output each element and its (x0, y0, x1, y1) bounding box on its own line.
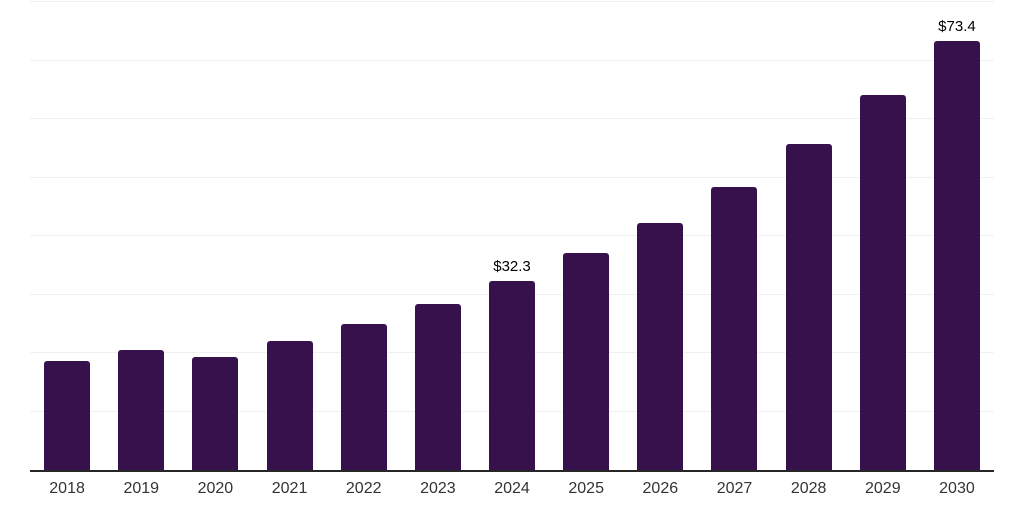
data-label-2030: $73.4 (938, 17, 976, 35)
bar-slot (104, 2, 178, 470)
bar-slot (697, 2, 771, 470)
bar-2026 (637, 222, 684, 470)
x-axis: 2018 2019 2020 2021 2022 2023 2024 2025 2026 2027… (30, 480, 994, 498)
x-tick-2023: 2023 (420, 480, 456, 497)
bar-2025 (563, 253, 610, 470)
bar-slot (623, 2, 697, 470)
bar-2023 (414, 304, 461, 470)
gridline (30, 1, 994, 2)
bar-2018 (44, 361, 91, 470)
bar-slot (178, 2, 252, 470)
gridline (30, 59, 994, 61)
x-tick-2022: 2022 (345, 480, 382, 497)
bar-2027 (711, 186, 758, 470)
x-tick-2026: 2026 (642, 480, 679, 497)
bar-2024 (489, 281, 536, 470)
bar-2022 (340, 324, 387, 470)
bar-slot: $73.4 (920, 2, 994, 470)
x-tick-2025: 2025 (568, 480, 604, 497)
bar-slot (401, 2, 475, 470)
x-tick-2024: 2024 (494, 480, 530, 497)
bar-slot (549, 2, 623, 470)
bar-2021 (266, 341, 313, 470)
gridline (30, 235, 994, 236)
x-tick-2019: 2019 (123, 480, 160, 497)
gridline (30, 176, 994, 178)
bar-2020 (192, 356, 239, 470)
x-tick-2027: 2027 (716, 480, 753, 497)
bars-container: $32.3 $73.4 (30, 2, 994, 470)
plot-area: $32.3 $73.4 (30, 1, 994, 472)
bar-slot (30, 2, 104, 470)
bar-2029 (859, 95, 906, 470)
bar-slot: $32.3 (475, 2, 549, 470)
x-tick-2029: 2029 (865, 480, 901, 497)
bar-2030 (933, 40, 980, 470)
gridline (30, 118, 994, 119)
bar-2028 (785, 143, 832, 470)
x-tick-2028: 2028 (790, 480, 827, 497)
x-tick-2030: 2030 (939, 480, 975, 497)
bar-slot (846, 2, 920, 470)
bar-slot (327, 2, 401, 470)
x-tick-2021: 2021 (271, 480, 308, 497)
bar-2019 (118, 350, 165, 470)
x-tick-2018: 2018 (49, 480, 85, 497)
data-label-2024: $32.3 (493, 258, 531, 275)
bar-slot (772, 2, 846, 470)
x-tick-2020: 2020 (197, 480, 234, 497)
bar-slot (252, 2, 326, 470)
